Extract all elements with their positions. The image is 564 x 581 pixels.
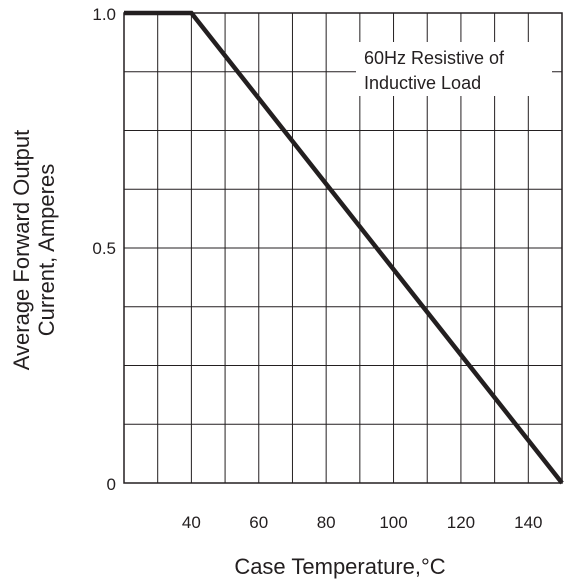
annotation-background — [356, 42, 552, 96]
y-tick-label-0-5: 0.5 — [92, 239, 116, 258]
annotation-line-1: 60Hz Resistive of — [364, 48, 505, 68]
x-tick-label: 60 — [249, 513, 268, 532]
annotation-line-2: Inductive Load — [364, 73, 481, 93]
y-axis-title: Average Forward Output Current, Amperes — [9, 130, 59, 371]
plot-frame — [123, 12, 563, 484]
x-tick-label: 80 — [317, 513, 336, 532]
y-axis-title-line-2: Current, Amperes — [34, 164, 59, 336]
x-tick-label: 100 — [379, 513, 407, 532]
x-tick-labels: 40 60 80 100 120 140 — [182, 513, 543, 532]
y-tick-label-0: 0 — [107, 475, 116, 494]
x-axis-title: Case Temperature,°C — [234, 554, 445, 579]
x-tick-label: 40 — [182, 513, 201, 532]
y-axis-title-line-1: Average Forward Output — [9, 130, 34, 371]
annotation-load-note: 60Hz Resistive of Inductive Load — [356, 42, 552, 96]
y-tick-labels: 1.0 0.5 0 — [92, 5, 116, 494]
series-line-derating-curve — [124, 10, 564, 485]
y-tick-label-1-0: 1.0 — [92, 5, 116, 24]
x-tick-label: 120 — [447, 513, 475, 532]
x-tick-label: 140 — [514, 513, 542, 532]
